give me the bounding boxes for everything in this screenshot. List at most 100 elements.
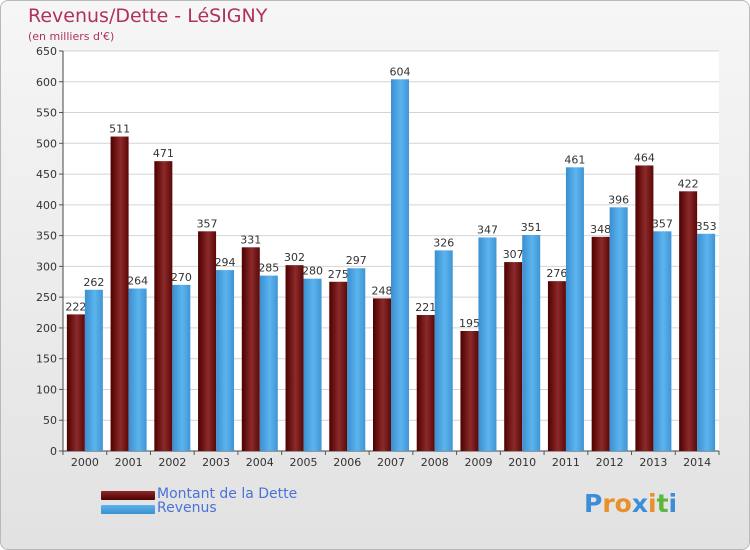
data-label: 353: [696, 220, 717, 233]
bar-debt: [547, 281, 566, 451]
data-label: 302: [284, 251, 305, 264]
legend-swatch-debt: [101, 491, 155, 500]
x-tick-label: 2002: [158, 456, 186, 469]
bar-revenue: [259, 275, 278, 451]
y-tick-label: 250: [36, 291, 57, 304]
data-label: 357: [652, 217, 673, 230]
bar-debt: [591, 236, 610, 451]
bar-debt: [329, 281, 348, 451]
bar-debt: [373, 298, 391, 451]
bar-revenue: [347, 268, 366, 451]
logo-letter: i: [648, 489, 657, 518]
logo-letter: i: [668, 489, 678, 518]
y-tick-label: 50: [43, 414, 57, 427]
y-tick-label: 100: [36, 383, 57, 396]
logo-letter: x: [631, 489, 648, 518]
y-tick-label: 0: [50, 445, 57, 458]
y-tick-label: 550: [36, 107, 57, 120]
proxiti-logo: Proxiti: [584, 489, 677, 518]
data-label: 396: [608, 193, 629, 206]
y-tick-label: 600: [36, 76, 57, 89]
y-tick-label: 200: [36, 322, 57, 335]
x-tick-label: 2010: [508, 456, 536, 469]
logo-letter: P: [584, 489, 603, 518]
bar-debt: [679, 191, 698, 452]
bar-revenue: [609, 207, 628, 451]
bar-revenue: [303, 278, 322, 451]
y-tick-label: 450: [36, 168, 57, 181]
legend-swatch-revenue: [101, 505, 155, 514]
bar-revenue: [172, 284, 191, 451]
data-label: 280: [302, 265, 323, 278]
data-label: 297: [346, 254, 367, 267]
bar-debt: [460, 331, 479, 451]
bar-revenue: [84, 289, 103, 451]
logo-letter: t: [656, 489, 669, 518]
data-label: 357: [197, 217, 218, 230]
bar-debt: [241, 247, 260, 451]
x-tick-label: 2012: [596, 456, 624, 469]
logo-letter: r: [602, 489, 615, 518]
x-tick-label: 2003: [202, 456, 230, 469]
data-label: 270: [171, 271, 192, 284]
y-tick-label: 400: [36, 199, 57, 212]
data-label: 461: [564, 153, 585, 166]
bar-revenue: [697, 233, 716, 451]
data-label: 221: [415, 301, 436, 314]
data-label: 222: [65, 300, 86, 313]
logo-letter: o: [614, 489, 632, 518]
bar-revenue: [128, 288, 147, 451]
legend-label-revenue: Revenus: [157, 500, 217, 516]
bar-debt: [66, 314, 85, 451]
x-tick-label: 2014: [683, 456, 711, 469]
bar-revenue: [391, 79, 409, 452]
x-tick-label: 2008: [421, 456, 449, 469]
y-tick-label: 500: [36, 137, 57, 150]
data-label: 294: [215, 256, 236, 269]
x-tick-label: 2005: [290, 456, 318, 469]
y-tick-label: 350: [36, 230, 57, 243]
data-label: 264: [127, 275, 148, 288]
data-label: 511: [109, 123, 130, 136]
data-label: 276: [546, 267, 567, 280]
data-label: 604: [390, 65, 411, 78]
data-label: 195: [459, 317, 480, 330]
bar-debt: [285, 265, 304, 451]
x-tick-label: 2007: [377, 456, 405, 469]
data-label: 347: [477, 223, 498, 236]
bar-debt: [416, 315, 435, 451]
bar-debt: [154, 161, 173, 451]
data-label: 351: [521, 221, 542, 234]
data-label: 464: [634, 151, 655, 164]
data-label: 285: [258, 262, 279, 275]
x-tick-label: 2006: [333, 456, 361, 469]
bar-debt: [504, 262, 523, 451]
legend-label-debt: Montant de la Dette: [157, 486, 298, 502]
x-tick-label: 2011: [552, 456, 580, 469]
bar-revenue: [434, 250, 453, 451]
x-tick-label: 2013: [639, 456, 667, 469]
bar-debt: [198, 231, 217, 451]
bar-debt: [110, 136, 129, 452]
y-tick-label: 300: [36, 260, 57, 273]
x-tick-label: 2009: [464, 456, 492, 469]
y-tick-label: 650: [36, 45, 57, 58]
y-tick-label: 150: [36, 353, 57, 366]
data-label: 326: [433, 236, 454, 249]
data-label: 307: [503, 248, 524, 261]
bar-debt: [635, 165, 654, 451]
data-label: 331: [240, 233, 261, 246]
data-label: 275: [328, 268, 349, 281]
bar-revenue: [653, 231, 672, 451]
chart-subtitle: (en milliers d'€): [28, 30, 115, 43]
bar-revenue: [216, 270, 235, 451]
bar-revenue: [565, 167, 584, 452]
chart-title: Revenus/Dette - LéSIGNY: [28, 5, 268, 27]
x-tick-label: 2004: [246, 456, 274, 469]
data-label: 471: [153, 147, 174, 160]
data-label: 422: [678, 177, 699, 190]
bar-revenue: [478, 237, 497, 451]
data-label: 262: [83, 276, 104, 289]
